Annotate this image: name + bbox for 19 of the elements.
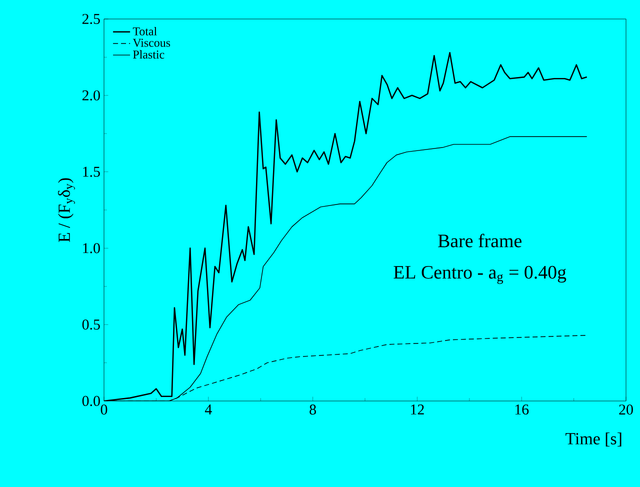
y-axis-title: E / (F$_{y}$δ$_{y}$) <box>58 178 75 242</box>
x-tick-label: 4 <box>204 404 212 414</box>
legend-label: Total <box>132 26 157 36</box>
legend-label: Viscous <box>132 38 170 47</box>
x-tick-label: 8 <box>310 404 316 415</box>
y-tick-label: 1.5 <box>83 166 100 177</box>
x-tick-label: 16 <box>515 404 529 415</box>
y-tick-label: 1.0 <box>83 243 100 254</box>
y-tick-label: 2.5 <box>82 14 100 24</box>
y-tick-label: 2.0 <box>82 90 100 100</box>
x-tick-label: 0 <box>100 404 108 415</box>
y-tick-label: 0.5 <box>82 320 100 330</box>
x-tick-label: 12 <box>411 404 424 414</box>
annotation: EL Centro - a$_{g}$ = 0.40g <box>394 266 566 284</box>
x-tick-label: 20 <box>619 404 633 415</box>
y-tick-label: 0.0 <box>82 396 100 406</box>
annotation: Bare frame <box>438 234 522 248</box>
x-axis-title: Time [s] <box>566 432 622 447</box>
legend-label: Plastic <box>133 50 164 59</box>
